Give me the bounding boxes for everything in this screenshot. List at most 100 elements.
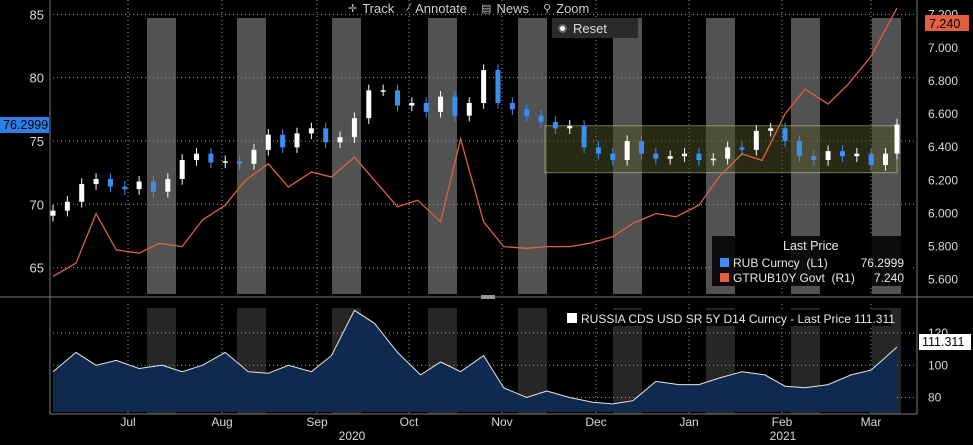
rub-candle <box>237 161 243 164</box>
y-right-tick-label: 6.600 <box>928 107 958 121</box>
rub-candle <box>825 151 831 160</box>
cds-area <box>53 310 897 412</box>
last-price-tags: 76.2999 7.240 111.311 <box>0 15 971 350</box>
reset-icon <box>558 23 567 33</box>
rub-candle <box>739 147 745 150</box>
rub-candle <box>495 70 501 103</box>
rub-candle <box>868 153 874 166</box>
rub-candle <box>165 179 171 192</box>
rub-candle <box>839 151 845 157</box>
gtrub-series <box>52 7 898 277</box>
cds-title-bg <box>563 310 891 326</box>
rub-candle <box>409 103 415 106</box>
rub-candle <box>782 128 788 141</box>
annotate-button[interactable]: ∕ Annotate <box>408 0 467 16</box>
rub-candle <box>552 122 558 129</box>
rub-candle <box>222 161 228 163</box>
rub-candle <box>150 181 156 192</box>
y-tick-labels: 85807570657.2007.0006.8006.6006.4006.200… <box>30 7 959 404</box>
price-channel <box>544 125 898 174</box>
rub-candle <box>107 179 113 187</box>
rub-candle <box>122 186 128 190</box>
rub-candle <box>753 130 759 150</box>
shade-band-top <box>332 18 361 294</box>
rub-candle <box>208 153 214 163</box>
rub-candle <box>323 128 329 143</box>
gridlines <box>53 0 917 414</box>
y-right-tick-label: 5.600 <box>928 273 958 287</box>
news-icon: ▤ <box>481 2 492 15</box>
x-tick-label: Feb <box>772 415 793 429</box>
x-tick-label: Oct <box>400 415 419 429</box>
cds-title-swatch <box>567 313 577 323</box>
rub-candle <box>136 181 142 190</box>
y-left-tick-label: 75 <box>30 134 44 149</box>
cds-title: RUSSIA CDS USD SR 5Y D14 Curncy - Last P… <box>563 310 895 326</box>
cds-series <box>52 309 898 412</box>
news-button[interactable]: ▤ News <box>481 0 529 16</box>
rub-candle <box>610 153 616 160</box>
shade-band-top <box>428 18 457 294</box>
rub-candle <box>639 141 645 154</box>
rub-candle <box>294 133 300 148</box>
rub-candle <box>854 153 860 157</box>
cds-line <box>52 309 898 405</box>
rub-candle <box>581 125 587 148</box>
y-right-tick-label: 6.000 <box>928 206 958 220</box>
legend-box <box>712 236 912 286</box>
rub-candle <box>481 70 487 103</box>
gtrub-line <box>52 7 898 277</box>
x-tick-labels: Jul Aug Sep Oct Nov Dec Jan Feb Mar <box>120 415 881 429</box>
cds-last-tag-bg <box>919 334 971 350</box>
annotate-label: Annotate <box>415 0 468 16</box>
rub-candle <box>466 103 472 116</box>
reset-button[interactable]: Reset <box>552 18 638 38</box>
track-label: Track <box>362 0 395 16</box>
shaded-bands <box>147 18 901 414</box>
rub-candle <box>524 109 530 116</box>
rub-candle <box>667 156 673 159</box>
track-button[interactable]: ✛ Track <box>348 0 394 16</box>
y-left-tick-label: 65 <box>30 261 44 276</box>
rub-candle <box>710 158 716 161</box>
y-right-tick-label: 6.400 <box>928 140 958 154</box>
rub-candle <box>337 137 343 143</box>
y-right-tick-label: 5.800 <box>928 240 958 254</box>
rub-candle <box>768 128 774 131</box>
legend-swatch-gtrub <box>720 273 729 282</box>
pencil-icon: ∕ <box>408 2 411 14</box>
rub-candle <box>423 103 429 112</box>
rub-candle <box>394 90 400 106</box>
year-label-2021: 2021 <box>770 429 797 443</box>
cds-title-text: RUSSIA CDS USD SR 5Y D14 Curncy - Last P… <box>581 312 895 326</box>
rub-candle <box>538 115 544 122</box>
rub-candle <box>883 153 889 166</box>
rub-candles <box>50 64 900 222</box>
channel-rect <box>544 125 898 174</box>
rub-candle <box>179 160 185 179</box>
axes <box>0 0 973 415</box>
legend-title: Last Price <box>783 239 839 253</box>
shade-band-top <box>147 18 176 294</box>
y-left-tick-label: 80 <box>30 71 44 86</box>
legend-value-gtrub: 7.240 <box>874 271 904 285</box>
cds-last-tag: 111.311 <box>922 335 964 349</box>
rub-candle <box>50 210 56 216</box>
legend-value-rub: 76.2999 <box>861 256 905 270</box>
rub-candle <box>811 156 817 160</box>
gtrub-last-tag-bg <box>925 15 969 31</box>
zoom-button[interactable]: ⚲ Zoom <box>543 0 589 16</box>
legend-swatch-rub <box>720 258 729 267</box>
rub-candle <box>351 118 357 138</box>
rub-candle <box>624 141 630 160</box>
rub-candle <box>894 124 900 154</box>
rub-candle <box>509 103 515 110</box>
rub-candle <box>79 184 85 202</box>
rub-candle <box>366 90 372 119</box>
rub-candle <box>380 90 386 92</box>
rub-last-tag-bg <box>0 117 49 133</box>
shade-band-top <box>518 18 547 294</box>
rub-candle <box>438 96 444 112</box>
rub-candle <box>725 147 731 159</box>
